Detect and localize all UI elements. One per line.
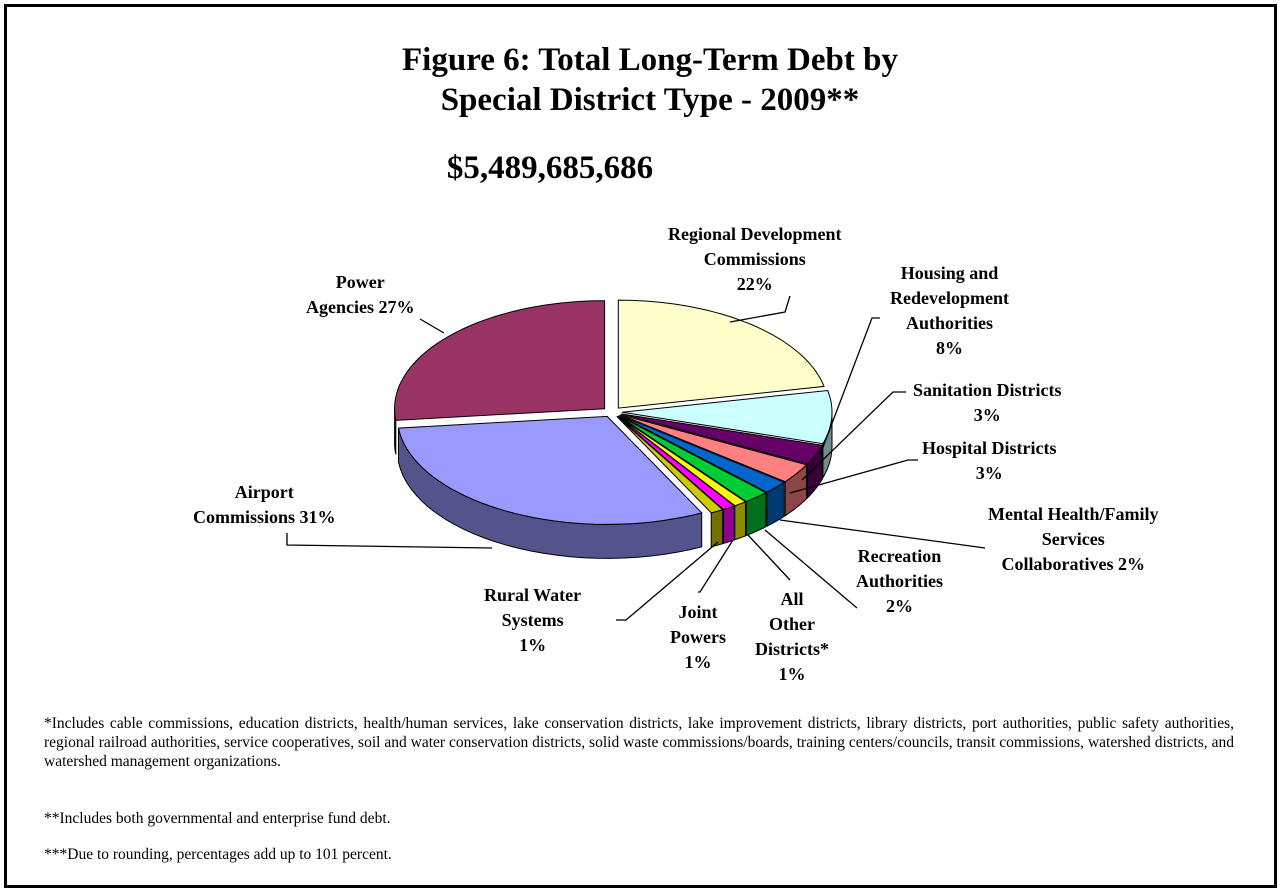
leader-housing	[819, 317, 880, 456]
label-sanitation: Sanitation Districts 3%	[913, 380, 1062, 425]
label-hospital: Hospital Districts 3%	[922, 438, 1057, 483]
pie-slice-all-other-districts-	[617, 415, 747, 507]
title-line-1: Figure 6: Total Long-Term Debt by	[402, 42, 898, 78]
label-regional: Regional Development Commissions 22%	[668, 224, 842, 294]
leader-sanitation	[801, 391, 906, 481]
leader-airport	[286, 533, 493, 549]
figure-frame	[4, 4, 1277, 888]
leader-hospital	[789, 459, 918, 494]
pie-slice-regional-development-commissions	[617, 299, 825, 409]
chart-title: Figure 6: Total Long-Term Debt by Specia…	[0, 40, 1283, 120]
label-rural: Rural Water Systems 1%	[484, 585, 582, 655]
leader-joint	[698, 539, 734, 593]
pie-slice-hospital-districts	[620, 414, 808, 483]
label-housing: Housing and Redevelopment Authorities 8%	[890, 263, 1009, 358]
total-amount: $5,489,685,686	[446, 150, 654, 186]
pie-side-8	[710, 508, 724, 548]
title-line-2: Special District Type - 2009**	[440, 82, 860, 118]
pie-slice-power-agencies	[394, 300, 606, 421]
label-joint: Joint Powers 1%	[670, 602, 726, 672]
leader-power	[419, 318, 445, 334]
footnote-2: **Includes both governmental and enterpr…	[44, 810, 391, 827]
leader-rural	[616, 541, 719, 621]
leader-recreation	[764, 529, 858, 609]
label-airport: Airport Commissions 31%	[193, 482, 336, 527]
leader-allother	[747, 534, 791, 581]
pie-slice-joint-powers	[616, 415, 736, 511]
footnote-1: *Includes cable commissions, education d…	[44, 715, 1234, 770]
pie-slice-sanitation-districts	[621, 413, 824, 465]
label-allother: All Other Districts* 1%	[755, 589, 829, 684]
footnote-3: ***Due to rounding, percentages add up t…	[44, 846, 392, 863]
label-mental: Mental Health/Family Services Collaborat…	[988, 504, 1159, 574]
pie-side-7	[722, 505, 735, 545]
label-recreation: Recreation Authorities 2%	[856, 546, 943, 616]
pie-slice-mental-health-family-services-collaboratives	[619, 414, 786, 493]
leader-regional	[729, 295, 791, 323]
pie-side-6	[734, 500, 746, 541]
pie-slice-rural-water-systems	[616, 416, 724, 514]
pie-slice-recreation-authorities	[618, 415, 767, 503]
label-power: Power Agencies 27%	[306, 272, 415, 317]
leader-mental	[779, 519, 986, 549]
pie-slice-airport-commissions	[397, 415, 703, 525]
